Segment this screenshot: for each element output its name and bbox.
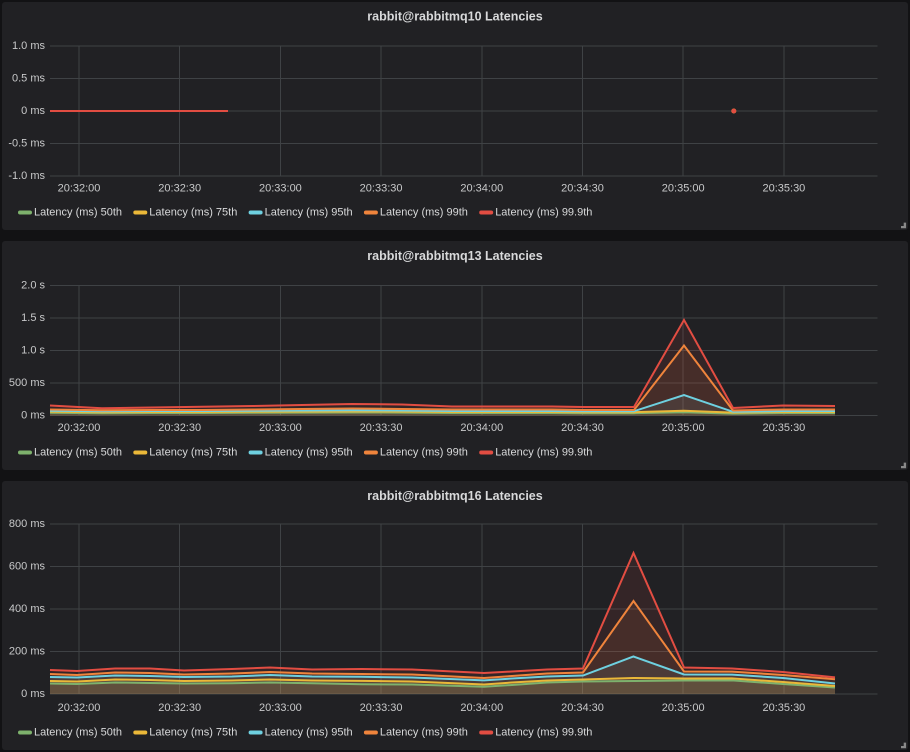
svg-text:-0.5 ms: -0.5 ms bbox=[8, 138, 45, 150]
svg-text:20:34:30: 20:34:30 bbox=[561, 422, 604, 434]
svg-text:1.5 s: 1.5 s bbox=[21, 312, 45, 324]
svg-text:Latency (ms) 75th: Latency (ms) 75th bbox=[149, 727, 237, 739]
svg-text:20:32:30: 20:32:30 bbox=[158, 183, 201, 195]
svg-text:0 ms: 0 ms bbox=[21, 410, 45, 422]
svg-text:2.0 s: 2.0 s bbox=[21, 280, 45, 292]
svg-text:600 ms: 600 ms bbox=[9, 561, 46, 573]
svg-text:Latency (ms) 99.9th: Latency (ms) 99.9th bbox=[495, 447, 592, 459]
svg-text:rabbit@rabbitmq16 Latencies: rabbit@rabbitmq16 Latencies bbox=[367, 489, 542, 503]
svg-text:20:33:00: 20:33:00 bbox=[259, 702, 302, 714]
svg-text:20:34:00: 20:34:00 bbox=[460, 422, 503, 434]
svg-text:Latency (ms) 99.9th: Latency (ms) 99.9th bbox=[495, 207, 592, 219]
svg-text:rabbit@rabbitmq10 Latencies: rabbit@rabbitmq10 Latencies bbox=[367, 10, 542, 24]
svg-text:Latency (ms) 50th: Latency (ms) 50th bbox=[34, 207, 122, 219]
svg-text:20:33:00: 20:33:00 bbox=[259, 422, 302, 434]
svg-text:20:34:30: 20:34:30 bbox=[561, 183, 604, 195]
svg-text:Latency (ms) 95th: Latency (ms) 95th bbox=[265, 727, 353, 739]
svg-text:400 ms: 400 ms bbox=[9, 603, 46, 615]
svg-text:0 ms: 0 ms bbox=[21, 688, 45, 700]
svg-text:20:35:00: 20:35:00 bbox=[662, 183, 705, 195]
svg-text:20:32:00: 20:32:00 bbox=[58, 422, 101, 434]
svg-text:20:35:00: 20:35:00 bbox=[662, 702, 705, 714]
svg-text:20:32:30: 20:32:30 bbox=[158, 422, 201, 434]
svg-text:20:35:30: 20:35:30 bbox=[762, 702, 805, 714]
svg-text:rabbit@rabbitmq13 Latencies: rabbit@rabbitmq13 Latencies bbox=[367, 249, 542, 263]
svg-text:Latency (ms) 95th: Latency (ms) 95th bbox=[265, 447, 353, 459]
svg-text:Latency (ms) 50th: Latency (ms) 50th bbox=[34, 447, 122, 459]
svg-text:20:32:30: 20:32:30 bbox=[158, 702, 201, 714]
svg-text:20:34:00: 20:34:00 bbox=[460, 183, 503, 195]
svg-text:20:33:30: 20:33:30 bbox=[360, 702, 403, 714]
svg-text:20:34:00: 20:34:00 bbox=[460, 702, 503, 714]
svg-text:Latency (ms) 95th: Latency (ms) 95th bbox=[265, 207, 353, 219]
svg-text:0.5 ms: 0.5 ms bbox=[12, 73, 46, 85]
svg-text:20:33:30: 20:33:30 bbox=[360, 183, 403, 195]
svg-text:Latency (ms) 75th: Latency (ms) 75th bbox=[149, 447, 237, 459]
svg-text:20:32:00: 20:32:00 bbox=[58, 183, 101, 195]
svg-text:1.0 ms: 1.0 ms bbox=[12, 40, 46, 52]
svg-text:800 ms: 800 ms bbox=[9, 518, 46, 530]
svg-text:20:35:00: 20:35:00 bbox=[662, 422, 705, 434]
svg-text:Latency (ms) 99th: Latency (ms) 99th bbox=[380, 727, 468, 739]
svg-text:500 ms: 500 ms bbox=[9, 377, 46, 389]
svg-text:0 ms: 0 ms bbox=[21, 105, 45, 117]
svg-text:Latency (ms) 75th: Latency (ms) 75th bbox=[149, 207, 237, 219]
svg-text:Latency (ms) 99th: Latency (ms) 99th bbox=[380, 447, 468, 459]
svg-text:Latency (ms) 99th: Latency (ms) 99th bbox=[380, 207, 468, 219]
svg-text:Latency (ms) 50th: Latency (ms) 50th bbox=[34, 727, 122, 739]
svg-text:20:35:30: 20:35:30 bbox=[762, 183, 805, 195]
svg-text:Latency (ms) 99.9th: Latency (ms) 99.9th bbox=[495, 727, 592, 739]
svg-text:20:33:30: 20:33:30 bbox=[360, 422, 403, 434]
svg-text:20:35:30: 20:35:30 bbox=[762, 422, 805, 434]
svg-text:-1.0 ms: -1.0 ms bbox=[8, 170, 45, 182]
svg-text:20:32:00: 20:32:00 bbox=[58, 702, 101, 714]
svg-text:20:33:00: 20:33:00 bbox=[259, 183, 302, 195]
svg-text:20:34:30: 20:34:30 bbox=[561, 702, 604, 714]
svg-text:1.0 s: 1.0 s bbox=[21, 345, 45, 357]
svg-text:200 ms: 200 ms bbox=[9, 646, 46, 658]
